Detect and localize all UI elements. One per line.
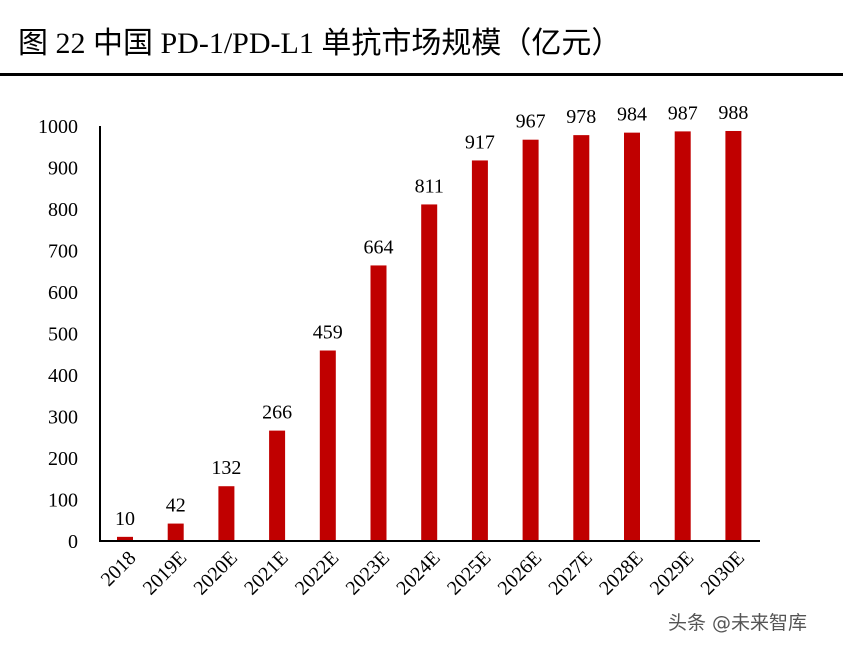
bar-2027E xyxy=(573,135,590,541)
y-tick-label: 1000 xyxy=(38,116,78,138)
y-tick-label: 200 xyxy=(48,448,78,470)
y-tick-label: 800 xyxy=(48,199,78,221)
x-tick-label: 2024E xyxy=(392,547,444,599)
bar-2029E xyxy=(674,131,691,541)
bar-2026E xyxy=(522,139,539,541)
x-tick-label: 2030E xyxy=(696,547,748,599)
data-label: 266 xyxy=(262,402,292,424)
data-label: 967 xyxy=(516,111,546,133)
x-tick-label: 2023E xyxy=(342,547,394,599)
data-label: 42 xyxy=(166,495,186,517)
x-tick-label: 2020E xyxy=(189,547,241,599)
bar-2018 xyxy=(117,536,133,541)
data-label: 664 xyxy=(364,236,394,258)
x-tick-label: 2026E xyxy=(494,547,546,599)
y-tick-label: 400 xyxy=(48,365,78,387)
bar-2028E xyxy=(624,132,640,541)
bar-2025E xyxy=(471,160,488,541)
bar-2022E xyxy=(319,350,336,541)
y-tick-label: 700 xyxy=(48,241,78,263)
x-tick-label: 2029E xyxy=(646,547,698,599)
data-label: 811 xyxy=(415,175,444,197)
y-tick-label: 100 xyxy=(48,490,78,512)
y-tick-label: 300 xyxy=(48,407,78,429)
data-label: 459 xyxy=(313,322,343,344)
data-label: 917 xyxy=(465,131,495,153)
chart-title: 图 22 中国 PD-1/PD-L1 单抗市场规模（亿元） xyxy=(18,27,622,60)
x-tick-label: 2018 xyxy=(97,547,141,591)
data-label: 988 xyxy=(718,102,748,124)
bar-2024E xyxy=(421,204,438,541)
data-label: 984 xyxy=(617,104,647,126)
data-label: 978 xyxy=(566,106,596,128)
data-label: 987 xyxy=(668,102,698,124)
y-tick-label: 500 xyxy=(48,324,78,346)
y-tick-label: 0 xyxy=(68,531,78,553)
data-label: 10 xyxy=(115,508,135,530)
bar-2019E xyxy=(167,523,184,541)
bar-2030E xyxy=(725,130,742,542)
watermark: 头条 @未来智库 xyxy=(668,612,808,634)
x-tick-label: 2028E xyxy=(595,547,647,599)
bar-2020E xyxy=(218,486,235,541)
x-tick-label: 2021E xyxy=(240,547,292,599)
x-tick-label: 2027E xyxy=(544,547,596,599)
x-tick-label: 2019E xyxy=(139,547,191,599)
x-tick-label: 2022E xyxy=(291,547,343,599)
data-label: 132 xyxy=(211,457,241,479)
bar-2023E xyxy=(370,265,387,541)
y-tick-label: 600 xyxy=(48,282,78,304)
y-tick-label: 900 xyxy=(48,158,78,180)
x-tick-label: 2025E xyxy=(443,547,495,599)
title-divider xyxy=(0,73,843,76)
bar-2021E xyxy=(269,430,286,541)
